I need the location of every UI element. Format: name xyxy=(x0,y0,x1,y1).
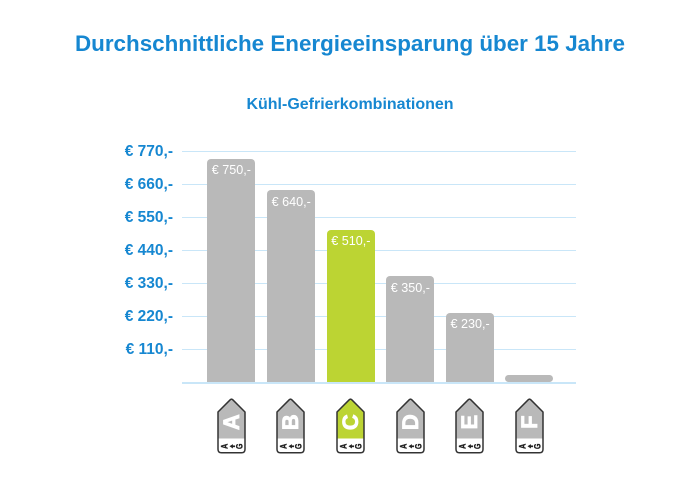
svg-text:G: G xyxy=(532,444,542,449)
svg-text:A: A xyxy=(219,443,229,449)
svg-text:F: F xyxy=(517,415,542,428)
svg-text:G: G xyxy=(473,444,483,449)
svg-text:C: C xyxy=(338,414,363,430)
svg-text:A: A xyxy=(339,443,349,449)
svg-text:G: G xyxy=(234,444,244,449)
svg-text:E: E xyxy=(457,415,482,430)
svg-text:A: A xyxy=(517,443,527,449)
svg-text:A: A xyxy=(458,443,468,449)
svg-text:G: G xyxy=(413,444,423,449)
svg-text:D: D xyxy=(398,414,423,430)
svg-text:A: A xyxy=(219,414,244,430)
svg-text:B: B xyxy=(278,414,303,430)
svg-text:G: G xyxy=(294,444,304,449)
svg-text:G: G xyxy=(354,444,364,449)
svg-text:A: A xyxy=(398,443,408,449)
svg-text:A: A xyxy=(279,443,289,449)
